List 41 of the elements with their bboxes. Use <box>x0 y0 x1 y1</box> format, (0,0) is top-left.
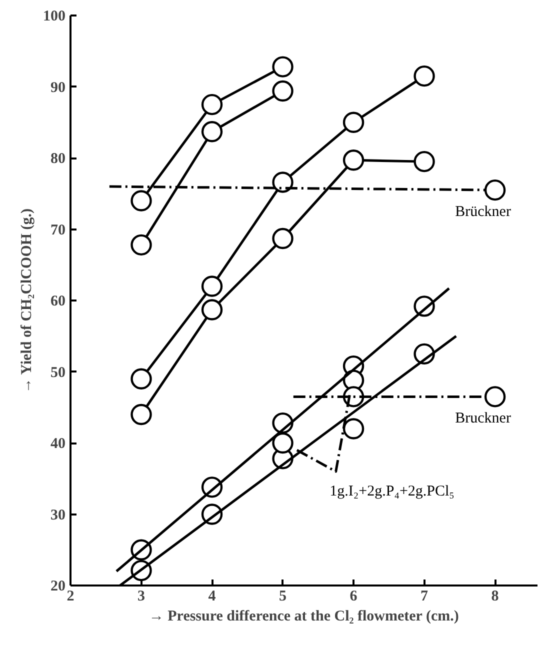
point <box>414 150 435 172</box>
x-tick-label: 7 <box>420 588 429 604</box>
x-tick-label: 4 <box>208 588 216 604</box>
point <box>484 179 506 201</box>
x-axis-title: → Pressure difference at the Cl₂ flowmeter (cm.) <box>148 608 459 624</box>
point <box>130 368 152 390</box>
point <box>130 234 152 256</box>
x-tick-label: 8 <box>491 588 499 604</box>
point <box>414 65 435 87</box>
point <box>272 80 294 102</box>
x-tick-label: 2 <box>66 588 74 604</box>
y-axis-title: → Yield of CH₂ClCOOH (g.) <box>19 208 35 394</box>
point <box>342 112 364 133</box>
annotation: Bruckner <box>455 410 511 427</box>
point <box>342 418 364 440</box>
y-tick-label: 40 <box>50 436 66 452</box>
point <box>201 94 223 116</box>
annotation: 1g.I₂+2g.P₄+2g.PCl₅ <box>330 483 454 500</box>
x-tick-label: 6 <box>350 588 358 604</box>
y-tick-label: 30 <box>50 507 66 524</box>
x-tick-label: 3 <box>138 588 146 604</box>
annotation: Brückner <box>455 204 511 220</box>
y-tick-label: 70 <box>50 222 66 238</box>
point <box>272 172 294 193</box>
y-tick-label: 90 <box>50 80 66 96</box>
y-tick-label: 80 <box>50 151 66 167</box>
y-tick-label: 50 <box>50 364 66 381</box>
point <box>201 299 223 320</box>
y-tick-label: 60 <box>50 294 66 310</box>
point <box>130 190 152 212</box>
y-tick-label: 20 <box>50 578 66 594</box>
point <box>201 276 223 297</box>
point <box>130 404 152 426</box>
point <box>272 56 294 78</box>
point <box>201 121 223 142</box>
point <box>272 432 294 454</box>
point <box>272 228 294 250</box>
y-tick-label: 100 <box>43 8 66 24</box>
point <box>342 150 364 171</box>
x-tick-label: 5 <box>279 588 287 604</box>
point <box>484 386 506 408</box>
